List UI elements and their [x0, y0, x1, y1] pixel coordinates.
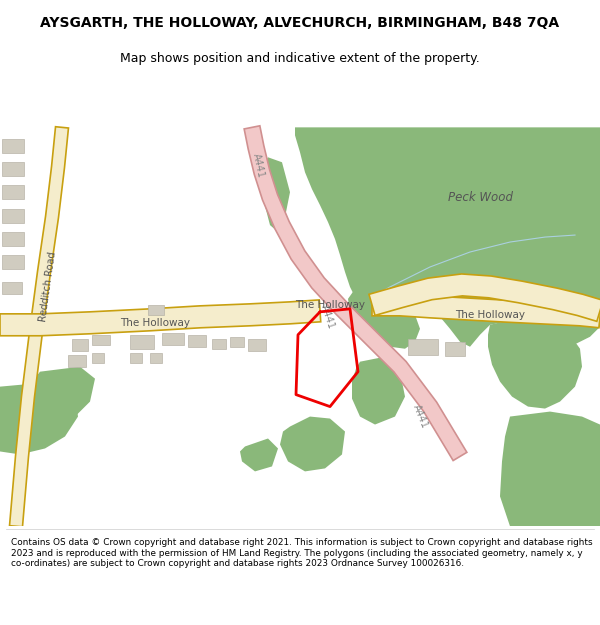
- Bar: [72, 339, 88, 351]
- Text: A441: A441: [319, 303, 337, 330]
- Polygon shape: [372, 294, 600, 328]
- Polygon shape: [0, 382, 78, 454]
- Text: Peck Wood: Peck Wood: [448, 191, 512, 204]
- Bar: [2, 282, 22, 294]
- Polygon shape: [280, 416, 345, 471]
- Text: Redditch Road: Redditch Road: [38, 251, 58, 322]
- Text: The Holloway: The Holloway: [455, 310, 525, 320]
- Polygon shape: [244, 126, 467, 461]
- Polygon shape: [352, 357, 405, 424]
- Bar: [2, 185, 24, 199]
- Bar: [188, 335, 206, 347]
- Polygon shape: [348, 289, 420, 349]
- Text: The Holloway: The Holloway: [120, 318, 190, 328]
- Bar: [130, 352, 142, 362]
- Bar: [148, 305, 164, 315]
- Text: A441: A441: [251, 152, 265, 179]
- Polygon shape: [10, 127, 68, 527]
- Polygon shape: [262, 158, 290, 232]
- Bar: [230, 337, 244, 347]
- Bar: [92, 335, 110, 345]
- Bar: [2, 162, 24, 176]
- Bar: [68, 355, 86, 367]
- Polygon shape: [295, 127, 600, 347]
- Text: AYSGARTH, THE HOLLOWAY, ALVECHURCH, BIRMINGHAM, B48 7QA: AYSGARTH, THE HOLLOWAY, ALVECHURCH, BIRM…: [40, 16, 560, 30]
- Polygon shape: [500, 412, 600, 526]
- Polygon shape: [240, 439, 278, 471]
- Bar: [445, 342, 465, 356]
- Polygon shape: [488, 319, 582, 409]
- Bar: [2, 232, 24, 246]
- Text: Map shows position and indicative extent of the property.: Map shows position and indicative extent…: [120, 52, 480, 64]
- Bar: [162, 332, 184, 345]
- Bar: [2, 255, 24, 269]
- Text: The Holloway: The Holloway: [295, 300, 365, 310]
- Polygon shape: [0, 300, 321, 336]
- Bar: [248, 339, 266, 351]
- Bar: [212, 339, 226, 349]
- Text: A441: A441: [410, 403, 430, 430]
- Bar: [408, 339, 438, 355]
- Bar: [2, 139, 24, 153]
- Bar: [92, 352, 104, 362]
- Bar: [150, 352, 162, 362]
- Bar: [2, 209, 24, 223]
- Polygon shape: [369, 274, 600, 321]
- Polygon shape: [22, 367, 95, 431]
- Text: Contains OS data © Crown copyright and database right 2021. This information is : Contains OS data © Crown copyright and d…: [11, 538, 592, 568]
- Bar: [130, 335, 154, 349]
